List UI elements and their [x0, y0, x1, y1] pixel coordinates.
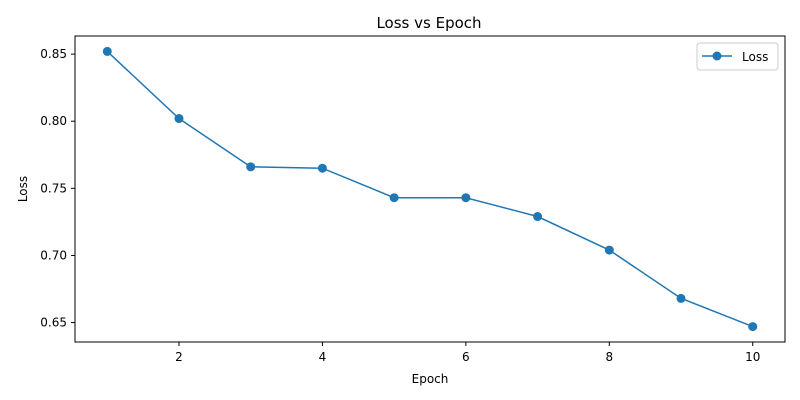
x-tick-label: 6 [462, 350, 470, 364]
legend-box [696, 42, 779, 71]
x-tick-label: 10 [745, 350, 760, 364]
series-layer [102, 46, 758, 332]
y-tick-label: 0.80 [40, 114, 67, 128]
y-axis-label: Loss [16, 176, 30, 202]
data-point [461, 193, 471, 203]
legend-marker-swatch [712, 51, 722, 61]
data-point [174, 114, 184, 124]
data-point [389, 193, 399, 203]
data-point [748, 322, 758, 332]
y-tick-label: 0.75 [40, 181, 67, 195]
x-axis-ticks: 2 4 6 8 10 [175, 342, 760, 364]
x-tick-label: 2 [175, 350, 183, 364]
x-tick-label: 8 [605, 350, 613, 364]
legend: Loss [696, 42, 779, 71]
x-axis-label: Epoch [412, 372, 449, 386]
y-tick-label: 0.70 [40, 248, 67, 262]
x-tick-label: 4 [319, 350, 327, 364]
data-point [676, 293, 686, 303]
data-point [604, 245, 614, 255]
y-tick-label: 0.85 [40, 47, 67, 61]
chart-title: Loss vs Epoch [376, 14, 481, 32]
legend-label: Loss [742, 50, 768, 64]
y-tick-label: 0.65 [40, 316, 67, 330]
data-point [533, 212, 543, 222]
plot-area [74, 35, 786, 343]
data-point [102, 46, 112, 56]
data-point [317, 163, 327, 173]
series-line [106, 50, 754, 328]
data-point [246, 162, 256, 172]
y-axis-ticks: 0.65 0.70 0.75 0.80 0.85 [40, 47, 75, 330]
